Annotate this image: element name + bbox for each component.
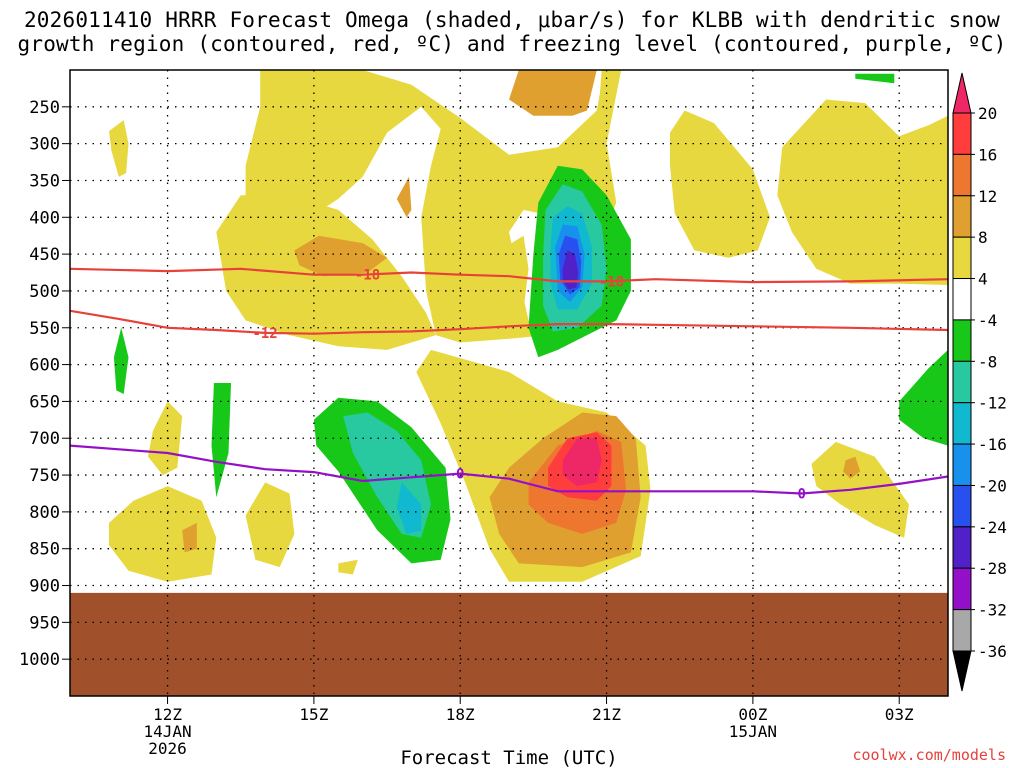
- y-tick-label-300: 300: [29, 135, 60, 155]
- omega-region-15: [396, 176, 412, 218]
- omega-region-13: [509, 70, 597, 116]
- colorbar-label-10: -24: [978, 518, 1007, 537]
- colorbar-band-7: [952, 360, 972, 404]
- y-tick-label-800: 800: [29, 503, 60, 523]
- source-credit: coolwx.com/models: [852, 746, 1006, 764]
- colorbar-label-8: -16: [978, 435, 1007, 454]
- y-tick-label-600: 600: [29, 356, 60, 376]
- x-tick-label-21Z: 21Z: [592, 705, 621, 724]
- x-tick-label-15Z: 15Z: [299, 705, 328, 724]
- omega-region-27: [855, 73, 895, 84]
- colorbar-band-1: [952, 112, 972, 155]
- colorbar-band-3: [952, 195, 972, 238]
- x-tick-label-03Z: 03Z: [885, 705, 914, 724]
- colorbar-band-11: [952, 526, 972, 569]
- colorbar-label-1: 16: [978, 145, 997, 164]
- colorbar-label-0: 20: [978, 104, 997, 123]
- omega-region-6: [109, 120, 129, 177]
- colorbar-band-2: [952, 153, 972, 197]
- colorbar-label-3: 8: [978, 228, 988, 247]
- dgz-label-18b: -18: [599, 274, 624, 290]
- y-tick-label-250: 250: [29, 98, 60, 118]
- omega-region-34: [562, 250, 579, 290]
- colorbar-label-7: -12: [978, 394, 1007, 413]
- omega-region-11: [811, 441, 909, 538]
- colorbar-band-6: [952, 319, 972, 362]
- omega-region-4: [777, 99, 948, 285]
- colorbar-band-12: [952, 567, 972, 611]
- x-tick-sublabel-12Z: 14JAN: [143, 722, 191, 741]
- omega-region-10: [245, 482, 295, 568]
- y-tick-label-900: 900: [29, 577, 60, 597]
- colorbar-band-5: [952, 278, 972, 321]
- dgz-label-12: -12: [252, 326, 277, 342]
- colorbar-label-6: -8: [978, 352, 997, 371]
- x-tick-label-12Z: 12Z: [153, 705, 182, 724]
- colorbar-top-triangle: [952, 72, 972, 114]
- plot-content: -18 -18 -12 0 0: [70, 70, 948, 696]
- colorbar-label-12: -32: [978, 601, 1007, 620]
- y-tick-label-500: 500: [29, 282, 60, 302]
- ground-surface: [70, 592, 948, 696]
- colorbar-label-9: -20: [978, 476, 1007, 495]
- omega-region-25: [211, 383, 231, 498]
- omega-region-3: [670, 110, 770, 258]
- omega-region-21: [562, 438, 602, 487]
- dgz-contour--12: [70, 309, 948, 335]
- omega-region-8: [109, 486, 217, 582]
- dgz-contour--18: [70, 267, 948, 284]
- y-tick-label-450: 450: [29, 245, 60, 265]
- colorbar-band-13: [952, 609, 972, 652]
- chart-title-line1: 2026011410 HRRR Forecast Omega (shaded, …: [23, 8, 1001, 32]
- plot-frame: [69, 69, 949, 697]
- colorbar: 20 16 12 8 4 -4 -8 -12 -16 -20 -24 -28 -32 -36: [952, 72, 1007, 692]
- omega-region-14: [294, 235, 388, 277]
- colorbar-label-5: -4: [978, 311, 997, 330]
- colorbar-label-2: 12: [978, 187, 997, 206]
- omega-region-12: [338, 559, 358, 575]
- y-tick-label-1000: 1000: [19, 650, 60, 670]
- y-tick-label-350: 350: [29, 171, 60, 191]
- freezing-level-contour: [70, 444, 948, 495]
- x-tick-label-18Z: 18Z: [446, 705, 475, 724]
- y-tick-label-550: 550: [29, 319, 60, 339]
- colorbar-band-10: [952, 484, 972, 528]
- y-tick-label-850: 850: [29, 540, 60, 560]
- x-axis-label: Forecast Time (UTC): [400, 747, 617, 768]
- omega-region-9: [148, 401, 183, 476]
- colorbar-label-13: -36: [978, 642, 1007, 661]
- y-tick-label-650: 650: [29, 392, 60, 412]
- x-tick-year-12Z: 2026: [148, 739, 187, 758]
- omega-region-17: [182, 522, 197, 553]
- omega-region-31: [396, 482, 422, 534]
- freezing-label-a: 0: [456, 467, 464, 483]
- x-tick-sublabel-00Z: 15JAN: [729, 722, 777, 741]
- dgz-label-18a: -18: [355, 268, 380, 284]
- y-tick-label-700: 700: [29, 429, 60, 449]
- colorbar-label-4: 4: [978, 270, 988, 289]
- colorbar-bottom-triangle: [952, 650, 972, 692]
- colorbar-band-4: [952, 236, 972, 280]
- y-tick-label-750: 750: [29, 466, 60, 486]
- y-tick-label-950: 950: [29, 613, 60, 633]
- omega-region-7: [506, 235, 529, 313]
- chart-title-line2: growth region (contoured, red, ºC) and f…: [17, 32, 1007, 56]
- colorbar-band-8: [952, 402, 972, 445]
- omega-region-0: [245, 70, 622, 343]
- colorbar-band-9: [952, 443, 972, 486]
- colorbar-label-11: -28: [978, 559, 1007, 578]
- x-tick-label-00Z: 00Z: [738, 705, 767, 724]
- omega-region-24: [113, 327, 129, 394]
- freezing-label-b: 0: [797, 486, 805, 502]
- omega-region-26: [899, 349, 948, 446]
- omega-region-18: [843, 456, 861, 479]
- y-tick-label-400: 400: [29, 208, 60, 228]
